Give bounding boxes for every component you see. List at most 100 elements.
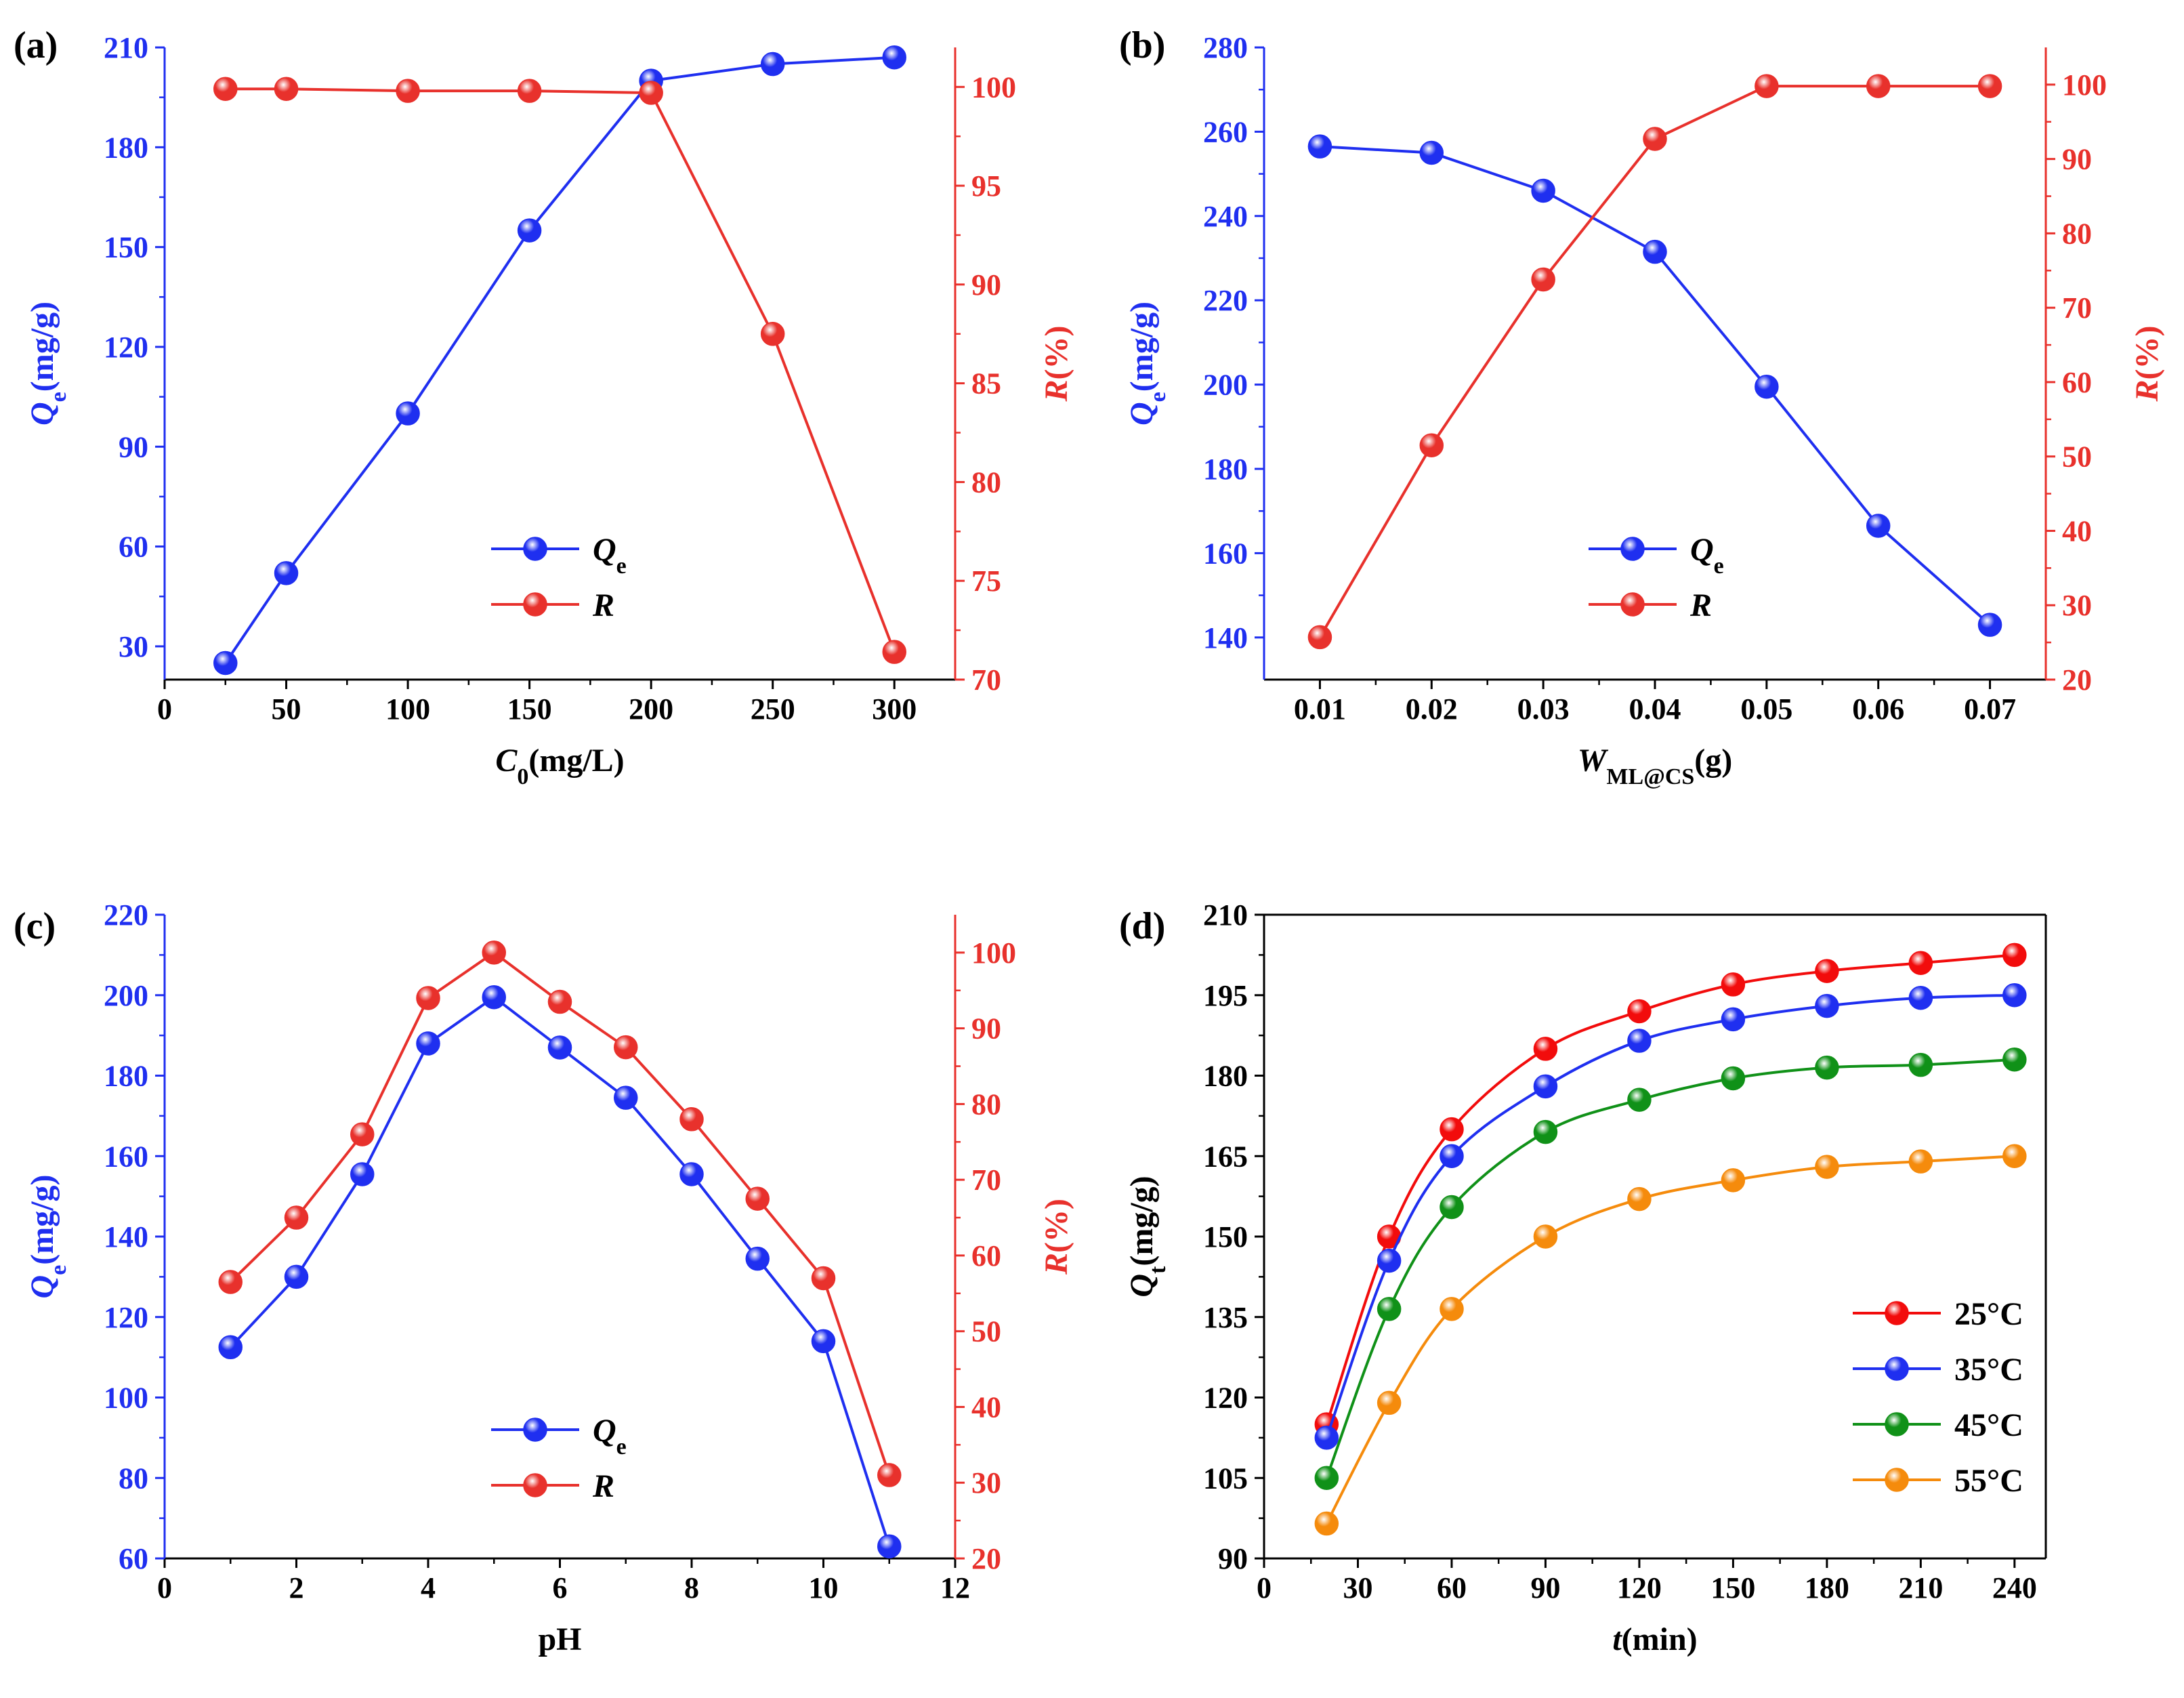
legend-marker	[1620, 592, 1645, 617]
panel-label: (a)	[14, 24, 58, 66]
axis-title: Qe(mg/g)	[24, 1174, 71, 1298]
right-y-tick-label: 70	[971, 663, 1001, 697]
x-tick-label: 6	[553, 1571, 568, 1604]
data-point	[274, 77, 299, 101]
x-tick-label: 50	[272, 692, 301, 726]
left-y-tick-label: 60	[119, 531, 148, 564]
x-tick-label: 0.05	[1740, 692, 1792, 726]
axis-title-subscript: ML@CS	[1606, 764, 1694, 789]
left-y-tick-label: 105	[1203, 1462, 1248, 1495]
x-tick-label: 0	[1257, 1571, 1272, 1604]
left-y-tick-label: 165	[1203, 1140, 1248, 1173]
axis-title: Qe(mg/g)	[24, 302, 71, 426]
legend-label-main: R	[592, 1468, 614, 1504]
left-y-tick-label: 160	[104, 1140, 148, 1173]
right-y-tick-label: 60	[2062, 366, 2092, 399]
data-point	[482, 985, 506, 1010]
data-point	[1908, 985, 1933, 1010]
legend-label-main: 35°C	[1954, 1352, 2023, 1388]
data-point	[547, 989, 572, 1014]
x-tick-label: 0.02	[1406, 692, 1458, 726]
x-tick-label: 60	[1437, 1571, 1467, 1604]
axis-title-main: pH	[538, 1621, 581, 1657]
x-tick-label: 90	[1530, 1571, 1560, 1604]
left-y-tick-label: 200	[104, 979, 148, 1012]
axis-title-unit: (g)	[1694, 743, 1732, 779]
series-line-Qe	[229, 995, 891, 1547]
data-point	[1977, 74, 2002, 98]
legend-label-main: R	[592, 587, 614, 623]
data-point	[1815, 1155, 1839, 1179]
left-y-tick-label: 150	[104, 231, 148, 264]
axis-title-unit: (mg/g)	[24, 302, 60, 392]
x-tick-label: 2	[289, 1571, 304, 1604]
legend-label-main: 25°C	[1954, 1296, 2023, 1332]
data-point	[396, 79, 420, 103]
data-point	[1908, 1149, 1933, 1174]
data-point	[416, 1031, 440, 1056]
data-point	[1721, 1066, 1746, 1091]
data-point	[1419, 433, 1444, 457]
left-y-tick-label: 80	[119, 1462, 148, 1495]
left-y-tick-label: 100	[104, 1382, 148, 1415]
panel-label: (b)	[1119, 24, 1165, 66]
data-point	[482, 940, 506, 965]
data-point	[614, 1035, 638, 1060]
right-y-tick-label: 50	[971, 1315, 1001, 1348]
left-y-tick-label: 200	[1203, 369, 1248, 402]
data-point	[1531, 178, 1555, 203]
left-y-tick-label: 30	[119, 630, 148, 663]
axis-title-unit: (mg/L)	[528, 743, 624, 779]
axis-title: pH	[538, 1621, 581, 1657]
data-point	[350, 1122, 375, 1146]
axis-title: WML@CS(g)	[1578, 743, 1733, 789]
data-point	[1314, 1466, 1339, 1490]
axis-title: R(%)	[2129, 326, 2165, 402]
x-tick-label: 0	[157, 1571, 172, 1604]
x-tick-label: 300	[872, 692, 917, 726]
axis-title-unit: (mg/g)	[1124, 302, 1160, 392]
axis-title-unit: (%)	[2129, 326, 2165, 380]
axis-title: C0(mg/L)	[495, 743, 624, 789]
right-y-tick-label: 40	[971, 1390, 1001, 1424]
x-tick-label: 0.03	[1517, 692, 1570, 726]
legend-label-main: R	[1689, 587, 1712, 623]
series-line-45C	[1325, 1058, 2015, 1478]
data-point	[396, 401, 420, 426]
left-y-tick-label: 180	[104, 131, 148, 164]
right-y-tick-label: 95	[971, 169, 1001, 203]
panel-label: (d)	[1119, 905, 1165, 947]
right-y-tick-label: 85	[971, 367, 1001, 400]
x-tick-label: 30	[1343, 1571, 1372, 1604]
axis-title: Qe(mg/g)	[1124, 302, 1171, 426]
panel-a-chart: (a) 0 50 100 150 200 250 300 30 60 90 120 150 180 210 7…	[14, 24, 1074, 789]
right-y-tick-label: 80	[971, 465, 1001, 499]
left-y-tick-label: 210	[104, 31, 148, 64]
right-y-tick-label: 70	[971, 1163, 1001, 1197]
axis-title-unit: (%)	[1038, 1199, 1074, 1253]
data-point	[1755, 374, 1779, 399]
left-y-tick-label: 260	[1203, 115, 1248, 148]
axis-title-main: R	[2129, 379, 2165, 402]
x-tick-label: 0.07	[1964, 692, 2016, 726]
data-point	[1533, 1074, 1558, 1099]
data-point	[1307, 625, 1332, 650]
data-point	[2002, 943, 2027, 968]
axis-title-unit: (%)	[1038, 326, 1074, 380]
legend-label-subscript: e	[616, 554, 627, 579]
x-tick-label: 250	[751, 692, 795, 726]
data-point	[1627, 1029, 1652, 1053]
data-point	[416, 986, 440, 1010]
x-tick-label: 0.04	[1629, 692, 1681, 726]
data-point	[1440, 1144, 1464, 1168]
right-y-tick-label: 60	[971, 1239, 1001, 1272]
left-y-tick-label: 90	[119, 430, 148, 463]
left-y-tick-label: 220	[1203, 284, 1248, 317]
legend-marker	[1885, 1468, 1909, 1492]
data-point	[1440, 1117, 1464, 1142]
legend-marker	[523, 1473, 547, 1497]
data-point	[679, 1162, 704, 1186]
right-y-tick-label: 40	[2062, 514, 2092, 547]
data-point	[1314, 1426, 1339, 1450]
data-point	[1721, 1168, 1746, 1193]
